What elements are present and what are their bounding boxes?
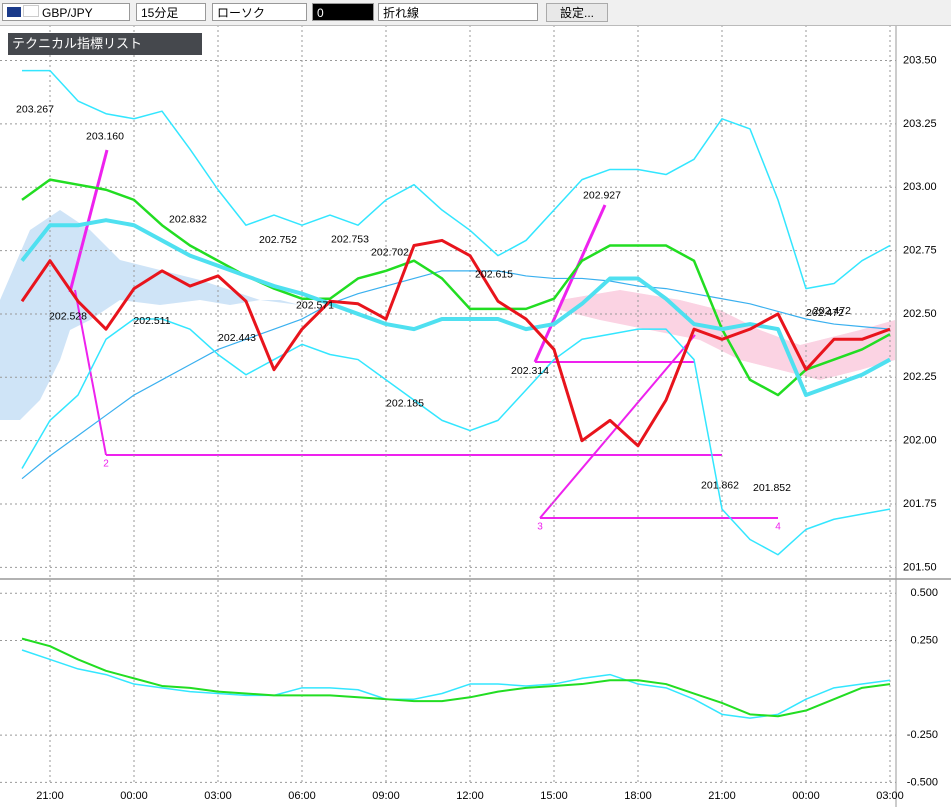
y-tick-label: 201.75 xyxy=(903,498,937,510)
price-label: 202.927 xyxy=(583,189,621,201)
price-label: 202.185 xyxy=(386,398,424,410)
indicator-list-title: テクニカル指標リスト xyxy=(12,36,143,51)
cloud xyxy=(0,210,300,420)
price-label: 202.571 xyxy=(296,300,334,312)
x-tick-label: 03:00 xyxy=(876,790,904,802)
style: ローソク xyxy=(217,6,266,20)
x-tick-label: 03:00 xyxy=(204,790,232,802)
y-tick-label: 203.00 xyxy=(903,181,937,193)
y-tick-label: 201.50 xyxy=(903,561,937,573)
price-label: 202.832 xyxy=(169,214,207,226)
x-tick-label: 15:00 xyxy=(540,790,568,802)
field: 0 xyxy=(317,6,324,20)
price-label: 202.702 xyxy=(371,247,409,259)
drawing-label: 4 xyxy=(775,522,781,533)
y-tick-label: -0.250 xyxy=(907,729,938,741)
price-label: 201.862 xyxy=(701,479,739,491)
y-tick-label: -0.500 xyxy=(907,776,938,788)
field-select[interactable]: 0 xyxy=(312,3,374,21)
x-tick-label: 06:00 xyxy=(288,790,316,802)
price-label: 202.472 xyxy=(806,307,844,319)
price-label: 202.511 xyxy=(133,315,170,327)
settings: 設定... xyxy=(559,6,594,20)
drawing-line xyxy=(74,289,107,456)
series-line xyxy=(22,69,891,290)
price-label: 202.472 xyxy=(813,305,851,317)
style-select[interactable]: ローソク xyxy=(212,3,307,21)
series-line xyxy=(21,637,891,718)
price-label: 202.752 xyxy=(259,234,297,246)
x-tick-label: 00:00 xyxy=(120,790,148,802)
drawing-label: 2 xyxy=(103,459,109,470)
x-tick-label: 21:00 xyxy=(36,790,64,802)
price-label: 202.443 xyxy=(218,332,256,344)
price-label: 202.314 xyxy=(511,365,549,377)
line-type-select[interactable]: 折れ線 xyxy=(378,3,538,21)
y-tick-label: 202.75 xyxy=(903,244,937,256)
series-line xyxy=(21,649,891,719)
price-label: 201.852 xyxy=(753,482,791,494)
plot-area xyxy=(0,25,896,807)
x-tick-label: 21:00 xyxy=(708,790,736,802)
price-label: 202.615 xyxy=(475,269,513,281)
cloud xyxy=(560,290,895,380)
price-label: 202.528 xyxy=(49,311,87,323)
toolbar: GBP/JPY 15分足 ローソク 0 折れ線 設定... xyxy=(0,0,951,26)
y-tick-label: 202.00 xyxy=(903,435,937,447)
series-line xyxy=(21,270,891,480)
price-label: 203.267 xyxy=(16,103,54,115)
settings-button[interactable]: 設定... xyxy=(546,3,608,22)
drawing-label: 3 xyxy=(537,522,543,533)
drawing-line xyxy=(533,204,607,363)
drawing-line xyxy=(68,149,109,293)
x-tick-label: 00:00 xyxy=(792,790,820,802)
series-line xyxy=(20,218,891,398)
timeframe: 15分足 xyxy=(141,6,179,20)
price-label: 203.160 xyxy=(86,130,124,142)
y-tick-label: 203.50 xyxy=(903,54,937,66)
timeframe-select[interactable]: 15分足 xyxy=(136,3,206,21)
line-type: 折れ線 xyxy=(383,6,420,20)
pair: GBP/JPY xyxy=(42,6,93,20)
x-tick-label: 12:00 xyxy=(456,790,484,802)
x-tick-label: 09:00 xyxy=(372,790,400,802)
y-tick-label: 0.500 xyxy=(910,587,938,599)
price-label: 202.753 xyxy=(331,234,369,246)
x-tick-label: 18:00 xyxy=(624,790,652,802)
y-tick-label: 0.250 xyxy=(910,634,938,646)
pair-select[interactable]: GBP/JPY xyxy=(2,3,130,21)
series-line xyxy=(20,238,891,448)
indicator-list[interactable]: テクニカル指標リスト xyxy=(8,33,202,55)
series-line xyxy=(21,178,891,397)
y-tick-label: 202.50 xyxy=(903,308,937,320)
y-tick-label: 203.25 xyxy=(903,118,937,130)
series-line xyxy=(21,318,891,556)
y-tick-label: 202.25 xyxy=(903,371,937,383)
